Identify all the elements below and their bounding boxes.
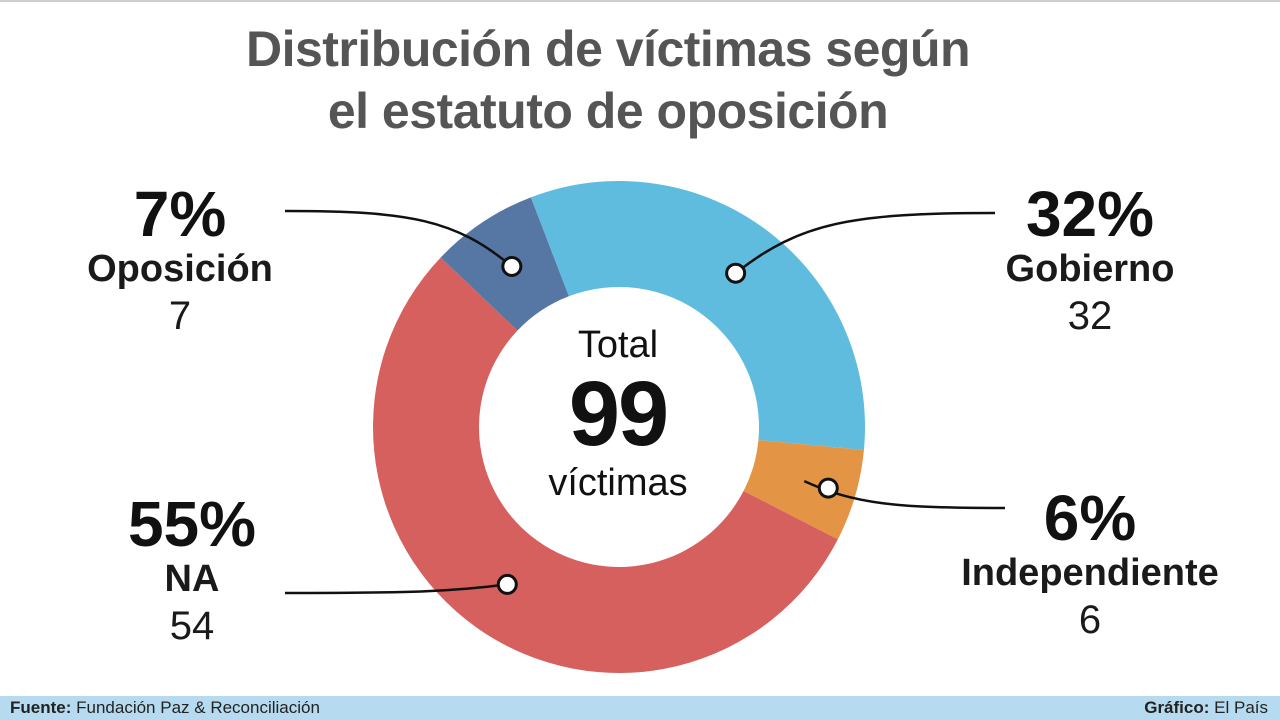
source-note: Fuente: Fundación Paz & Reconciliación <box>10 696 320 720</box>
slice-category-oposicion: Oposición <box>87 248 273 290</box>
source-text: Fundación Paz & Reconciliación <box>76 698 320 717</box>
credit-note: Gráfico: El País <box>1144 696 1268 720</box>
total-value: 99 <box>568 363 669 465</box>
credit-text: El País <box>1214 698 1268 717</box>
slice-count-oposicion: 7 <box>168 294 192 338</box>
chart-title-line-1: Distribución de víctimas según <box>245 21 971 77</box>
slice-count-na: 54 <box>169 604 215 648</box>
total-caption: Total <box>577 324 659 366</box>
slice-count-gobierno: 32 <box>1067 294 1113 338</box>
slice-label-independiente: 6% Independiente 6 <box>930 486 1250 644</box>
slice-percent-gobierno: 32% <box>1025 178 1155 250</box>
chart-title: Distribución de víctimas según el estatu… <box>0 18 1216 142</box>
slice-percent-oposicion: 7% <box>133 178 227 250</box>
leader-dot-oposicion <box>501 255 523 277</box>
slice-label-gobierno: 32% Gobierno 32 <box>990 182 1190 340</box>
top-divider <box>0 0 1280 2</box>
slice-percent-independiente: 6% <box>1043 482 1137 554</box>
slice-category-gobierno: Gobierno <box>1005 248 1175 290</box>
slice-label-oposicion: 7% Oposición 7 <box>70 182 290 340</box>
leader-dot-gobierno <box>725 262 747 284</box>
total-label: Total 99 víctimas <box>518 322 718 506</box>
footer-bar: Fuente: Fundación Paz & Reconciliación G… <box>0 696 1280 720</box>
leader-dot-independiente <box>817 477 839 499</box>
slice-count-independiente: 6 <box>1078 598 1102 642</box>
leader-line-gobierno <box>734 211 996 275</box>
leader-line-na <box>284 583 508 595</box>
leader-line-oposicion <box>284 209 513 268</box>
donut-slice-na <box>372 257 838 674</box>
slice-percent-na: 55% <box>127 488 257 560</box>
source-label: Fuente: <box>10 698 72 717</box>
slice-label-na: 55% NA 54 <box>92 492 292 650</box>
chart-title-line-2: el estatuto de oposición <box>327 83 889 139</box>
leader-dot-na <box>496 573 518 595</box>
credit-label: Gráfico: <box>1144 698 1210 717</box>
donut-slice-gobierno <box>530 181 865 450</box>
slice-category-na: NA <box>164 558 220 600</box>
total-unit: víctimas <box>548 462 688 504</box>
slice-category-independiente: Independiente <box>961 552 1219 594</box>
donut-slice-independiente <box>743 440 864 540</box>
